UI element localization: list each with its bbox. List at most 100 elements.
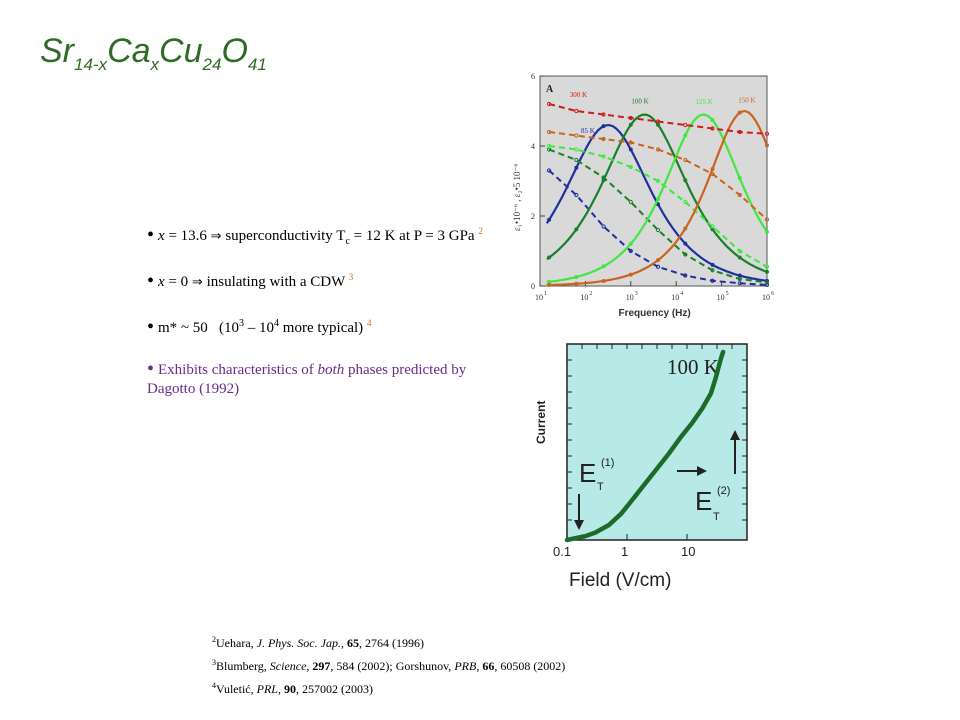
eps1-point: [546, 129, 552, 135]
eps1-point: [683, 273, 688, 278]
eps1-curve-125K: [548, 145, 768, 268]
eps1-point: [628, 115, 633, 121]
eps1-point: [710, 126, 715, 131]
eps1-curve-100K: [548, 148, 768, 284]
plot-area: [539, 75, 768, 287]
eps2-point: [683, 241, 688, 246]
eps1-point: [628, 140, 633, 145]
eps2-point: [737, 273, 742, 278]
slide-title: Sr14-xCaxCu24O41: [40, 32, 267, 74]
references: 2Uehara, J. Phys. Soc. Jap., 65, 2764 (1…: [212, 632, 565, 701]
eps1-point: [764, 280, 770, 285]
threshold-sup-2: (2): [717, 485, 730, 497]
eps1-point: [710, 224, 715, 229]
eps2-point: [601, 278, 606, 283]
eps1-point: [737, 192, 742, 198]
eps2-point: [656, 122, 661, 127]
eps1-curve-85K: [548, 169, 768, 286]
y-tick-label: 6: [531, 72, 535, 81]
eps2-point: [628, 122, 633, 127]
eps2-point: [547, 283, 552, 288]
eps2-point: [710, 166, 715, 171]
eps2-point: [737, 110, 742, 115]
eps1-point: [710, 268, 715, 273]
bullet-effective-mass: • m* ~ 50 (103 – 104 more typical) 4: [147, 316, 372, 338]
bullet-dot-icon: •: [147, 270, 155, 292]
y-tick-label: 2: [531, 212, 535, 221]
eps2-point: [574, 275, 579, 280]
temperature-annotation: 100 K: [667, 355, 719, 379]
right-arrowhead-icon: [697, 466, 707, 476]
eps1-point: [628, 248, 633, 254]
eps1-point: [764, 131, 770, 136]
x-tick-exponent: 2: [589, 291, 592, 297]
eps2-curve-125K: [546, 113, 768, 284]
y-tick-label: 4: [531, 142, 535, 151]
x-tick-exponent: 1: [544, 291, 547, 297]
eps1-point: [737, 281, 742, 286]
eps1-point: [655, 264, 661, 269]
eps1-point: [737, 129, 742, 135]
x-tick-label: 10: [762, 293, 770, 302]
down-arrowhead-icon: [574, 520, 584, 530]
bullet-dagotto: • Exhibits characteristics of both phases…: [147, 358, 467, 397]
eps2-point: [628, 272, 633, 277]
eps1-point: [574, 133, 579, 138]
eps1-point: [628, 199, 633, 205]
x-tick-label: 10: [671, 293, 679, 302]
eps1-point: [574, 108, 579, 114]
eps2-point: [737, 255, 742, 260]
x-tick-exponent: 6: [771, 291, 774, 297]
eps1-point: [574, 192, 579, 198]
eps1-point: [546, 168, 552, 173]
eps2-point: [683, 226, 688, 231]
threshold-sup-1: (1): [601, 457, 614, 469]
y-axis-label: Current: [534, 401, 548, 444]
eps1-point: [655, 119, 661, 124]
bullet-dot-icon: •: [147, 316, 155, 338]
bullet-superconductivity: • x = 13.6 ⇒ superconductivity Tc = 12 K …: [147, 224, 483, 247]
reference-2: 2Uehara, J. Phys. Soc. Jap., 65, 2764 (1…: [212, 635, 424, 651]
x-tick-label: 10: [717, 293, 725, 302]
eps2-point: [628, 241, 633, 246]
y-tick-label: 0: [531, 282, 535, 291]
eps2-point: [656, 196, 661, 201]
series-label: 150 K: [738, 96, 755, 104]
x-axis-label: Frequency (Hz): [619, 308, 691, 319]
x-tick-label: 10: [626, 293, 634, 302]
eps1-point: [601, 224, 606, 229]
x-tick-exponent: 3: [635, 291, 638, 297]
eps2-point: [574, 281, 579, 286]
x-tick-label: 1: [621, 544, 628, 559]
series-label: 300 K: [570, 91, 587, 99]
panel-label: A: [546, 84, 554, 95]
eps1-point: [764, 282, 770, 288]
series-label: 125 K: [695, 98, 712, 106]
reference-4: 4Vuletić, PRL, 90, 257002 (2003): [212, 681, 373, 697]
eps2-point: [765, 269, 769, 274]
eps2-point: [601, 124, 606, 129]
plot-area: [566, 343, 748, 541]
eps2-point: [547, 255, 552, 260]
bullet-dot-icon: •: [147, 358, 155, 380]
x-tick-label: 10: [580, 293, 588, 302]
eps1-point: [683, 122, 688, 128]
eps2-point: [574, 165, 579, 170]
threshold-label-1: E: [579, 458, 596, 488]
eps2-point: [628, 147, 633, 152]
eps1-point: [574, 157, 579, 163]
threshold-sub-2: T: [713, 511, 720, 523]
eps1-point: [737, 276, 742, 282]
eps2-point: [683, 133, 688, 138]
bullet-insulating: • x = 0 ⇒ insulating with a CDW 3: [147, 270, 354, 292]
eps2-point: [737, 176, 742, 181]
eps2-point: [547, 279, 552, 284]
eps2-point: [574, 227, 579, 232]
eps2-point: [547, 217, 552, 222]
eps1-point: [764, 264, 770, 269]
eps1-curve-150K: [548, 131, 768, 221]
eps1-point: [655, 227, 661, 233]
eps1-point: [737, 248, 742, 254]
eps1-point: [655, 178, 661, 184]
